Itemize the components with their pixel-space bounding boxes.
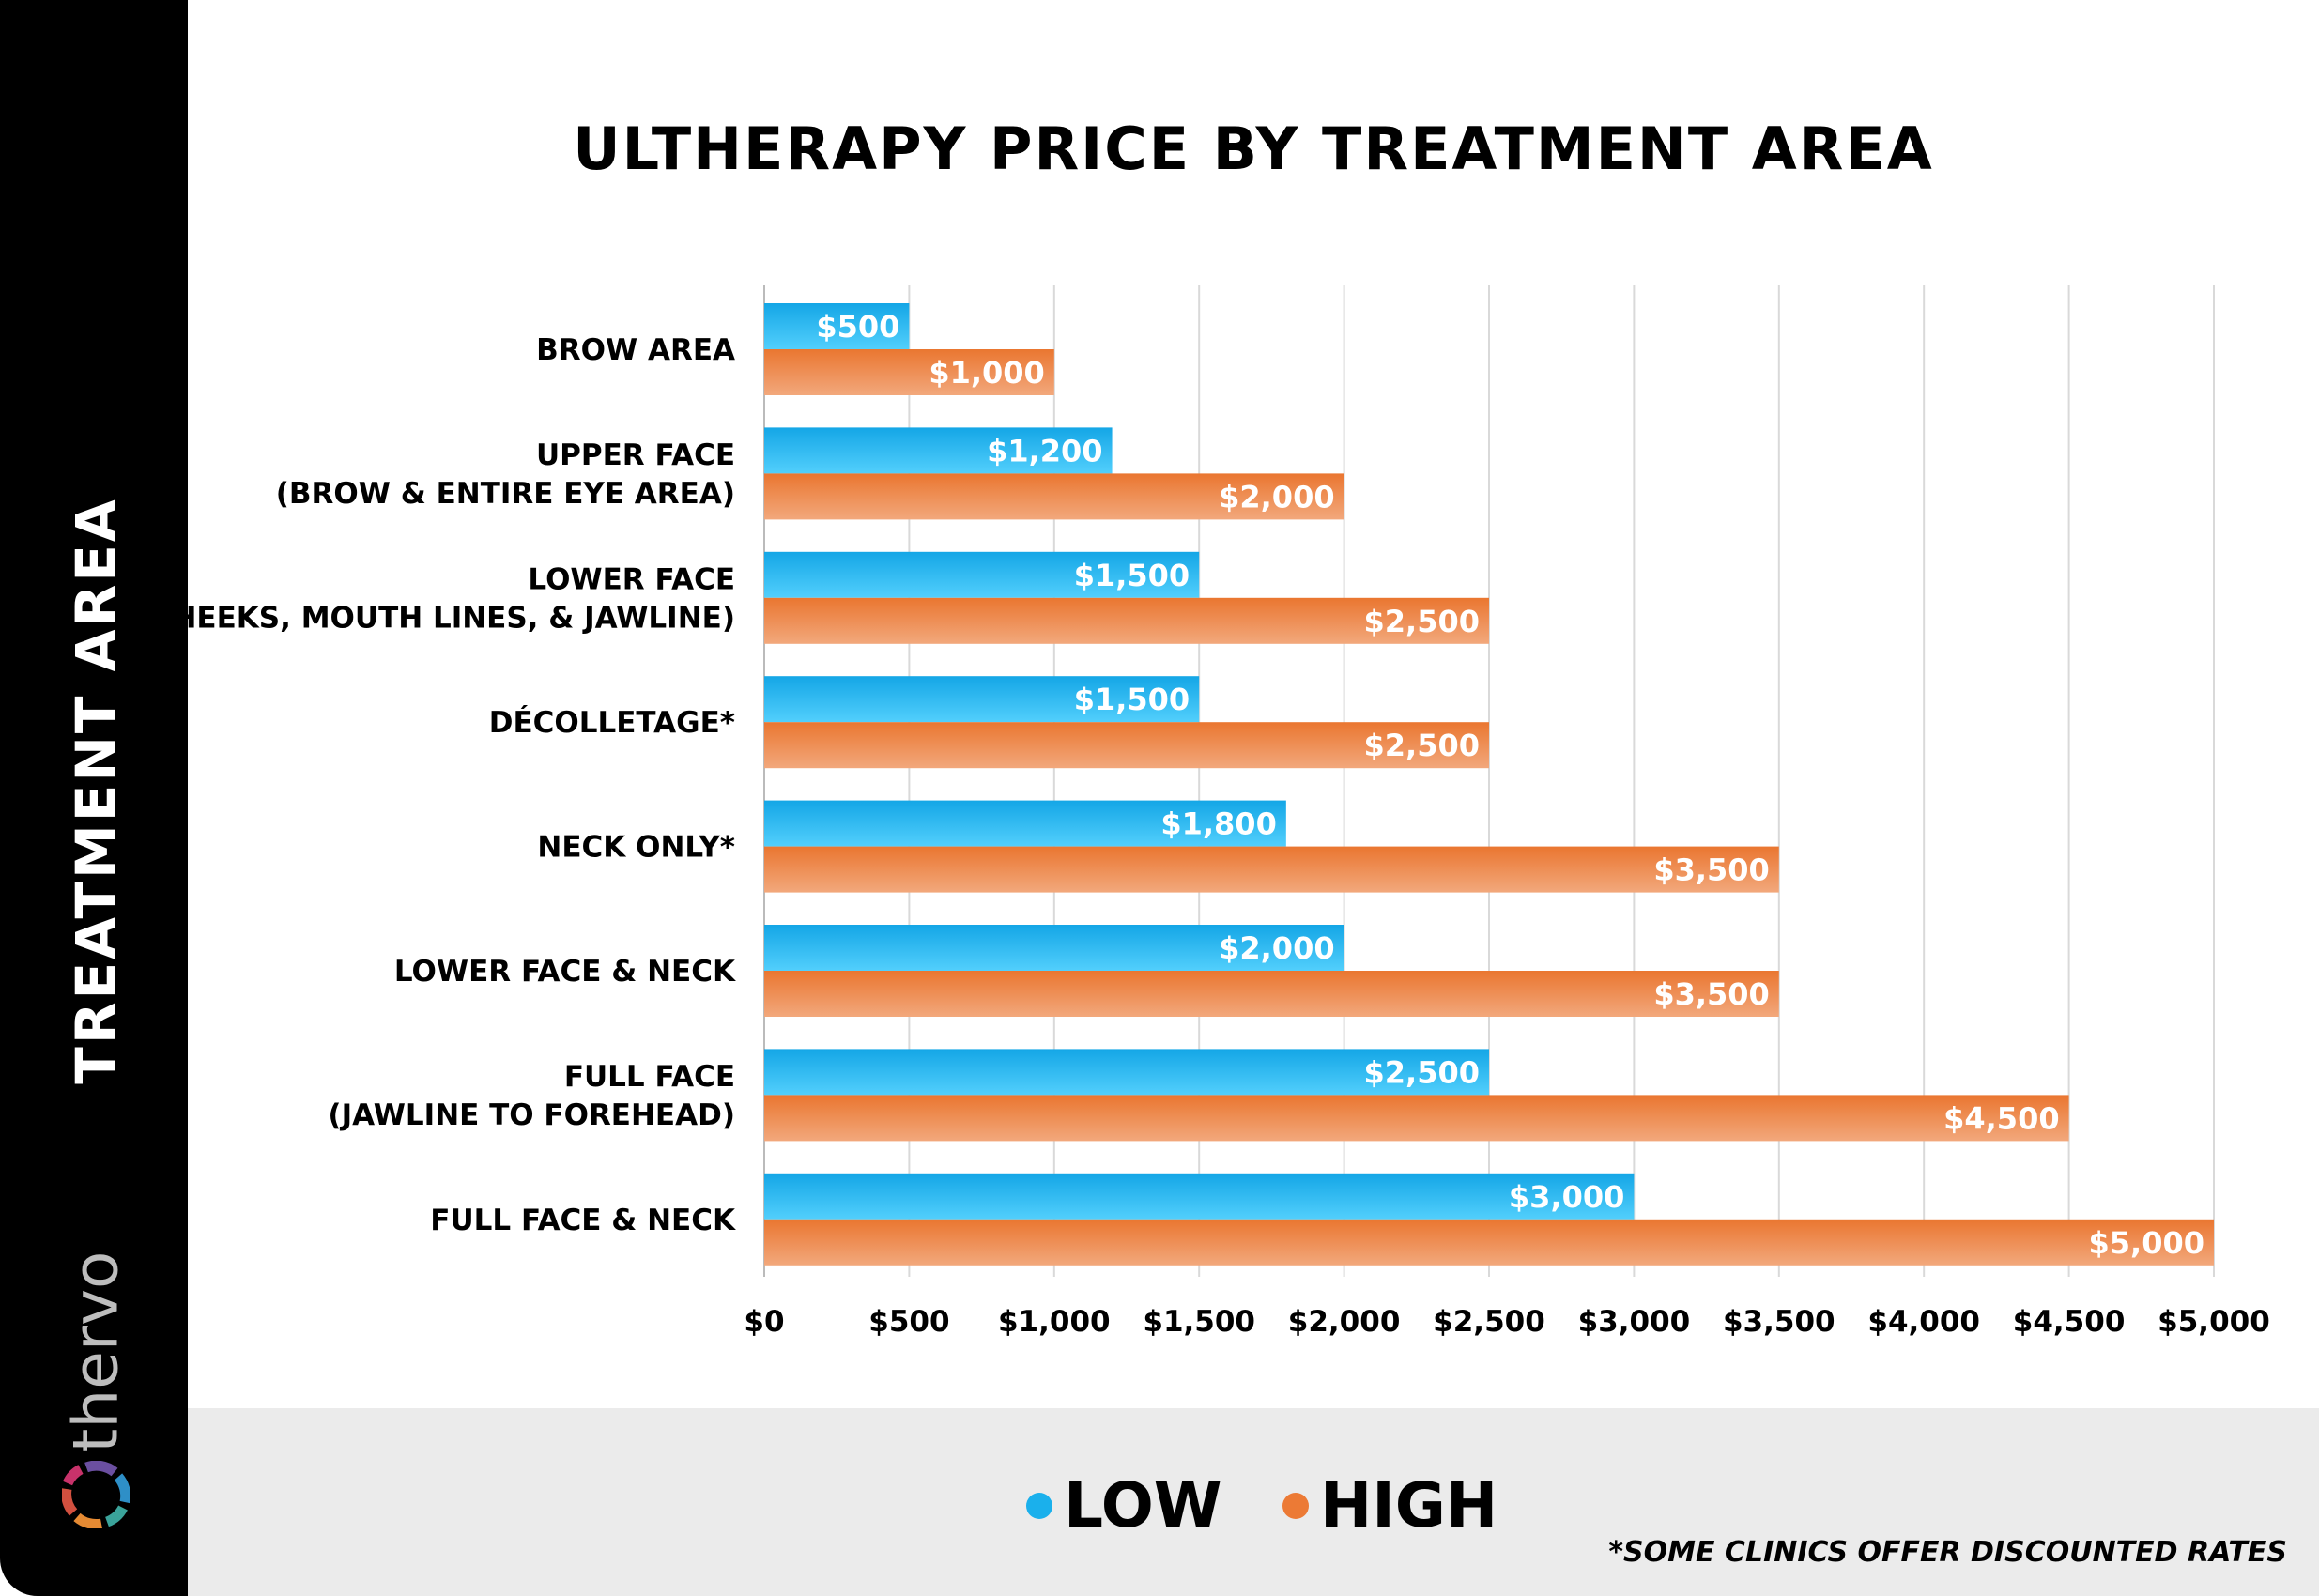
category-label: UPPER FACE — [536, 438, 735, 472]
category-label: LOWER FACE & NECK — [394, 955, 736, 989]
data-label-low: $2,500 — [1364, 1054, 1480, 1090]
data-label-low: $500 — [816, 309, 899, 345]
data-label-high: $3,500 — [1653, 976, 1769, 1012]
legend-item-low: LOW — [1026, 1469, 1222, 1542]
x-tick-label: $1,500 — [1143, 1305, 1255, 1339]
data-label-high: $1,000 — [929, 355, 1044, 391]
bar-high — [764, 846, 1779, 893]
data-label-high: $2,500 — [1364, 728, 1480, 763]
category-label: FULL FACE — [564, 1060, 735, 1094]
x-tick-label: $2,500 — [1433, 1305, 1545, 1339]
category-label: (BROW & ENTIRE EYE AREA) — [276, 477, 735, 511]
bar-low — [764, 551, 1200, 598]
x-tick-label: $4,000 — [1867, 1305, 1980, 1339]
data-label-low: $1,200 — [987, 433, 1102, 468]
chart-title: ULTHERAPY PRICE BY TREATMENT AREA — [573, 115, 1934, 183]
x-tick-label: $4,500 — [2013, 1305, 2126, 1339]
legend-label-high: HIGH — [1320, 1469, 1498, 1542]
bar-high — [764, 349, 1054, 395]
legend-dot-high — [1282, 1492, 1309, 1519]
bar-low — [764, 800, 1286, 847]
bar-low — [764, 676, 1200, 723]
category-label: (CHEEKS, MOUTH LINES, & JAWLINE) — [138, 601, 735, 635]
bar-low — [764, 427, 1113, 474]
data-label-low: $3,000 — [1509, 1179, 1624, 1215]
legend-item-high: HIGH — [1282, 1469, 1497, 1542]
legend-dot-low — [1026, 1492, 1052, 1519]
category-label: LOWER FACE — [528, 562, 735, 596]
category-label: (JAWLINE TO FOREHEAD) — [328, 1098, 735, 1132]
side-panel: TREATMENT AREA thervo — [0, 0, 188, 1596]
bar-high — [764, 722, 1489, 769]
category-label: DÉCOLLETAGE* — [489, 706, 735, 740]
x-tick-label: $2,000 — [1288, 1305, 1401, 1339]
data-label-low: $1,800 — [1160, 806, 1276, 842]
data-label-high: $2,000 — [1219, 479, 1334, 514]
x-tick-label: $5,000 — [2158, 1305, 2270, 1339]
x-tick-label: $3,500 — [1723, 1305, 1835, 1339]
data-label-low: $1,500 — [1074, 682, 1190, 717]
x-tick-label: $1,000 — [998, 1305, 1111, 1339]
data-label-high: $3,500 — [1653, 852, 1769, 888]
bar-high — [764, 971, 1779, 1017]
category-label: BROW AREA — [536, 333, 735, 367]
bar-low — [764, 303, 910, 349]
thervo-logo-icon — [62, 1461, 130, 1528]
bar-low — [764, 925, 1344, 971]
footnote: *SOME CLINICS OFFER DISCOUNTED RATES — [1608, 1536, 2287, 1569]
x-tick-label: $500 — [868, 1305, 949, 1339]
bar-low — [764, 1173, 1635, 1220]
data-label-high: $5,000 — [2089, 1225, 2204, 1261]
legend-footer — [188, 1408, 2319, 1596]
category-label: NECK ONLY* — [537, 831, 735, 865]
bar-low — [764, 1049, 1489, 1096]
data-label-high: $4,500 — [1943, 1100, 2059, 1136]
bar-high — [764, 597, 1489, 644]
legend-label-low: LOW — [1064, 1469, 1222, 1542]
data-label-low: $1,500 — [1074, 558, 1190, 593]
data-label-high: $2,500 — [1364, 604, 1480, 639]
bar-high — [764, 1219, 2214, 1266]
category-label: FULL FACE & NECK — [430, 1204, 736, 1237]
chart-plot: $500 $1,000 BROW AREA $1,200 $2,000 UPPER FAC… — [138, 285, 2270, 1339]
bar-high — [764, 473, 1344, 520]
x-tick-label: $3,000 — [1578, 1305, 1691, 1339]
x-tick-label: $0 — [744, 1305, 784, 1339]
bar-high — [764, 1095, 2069, 1142]
data-label-low: $2,000 — [1219, 930, 1334, 966]
